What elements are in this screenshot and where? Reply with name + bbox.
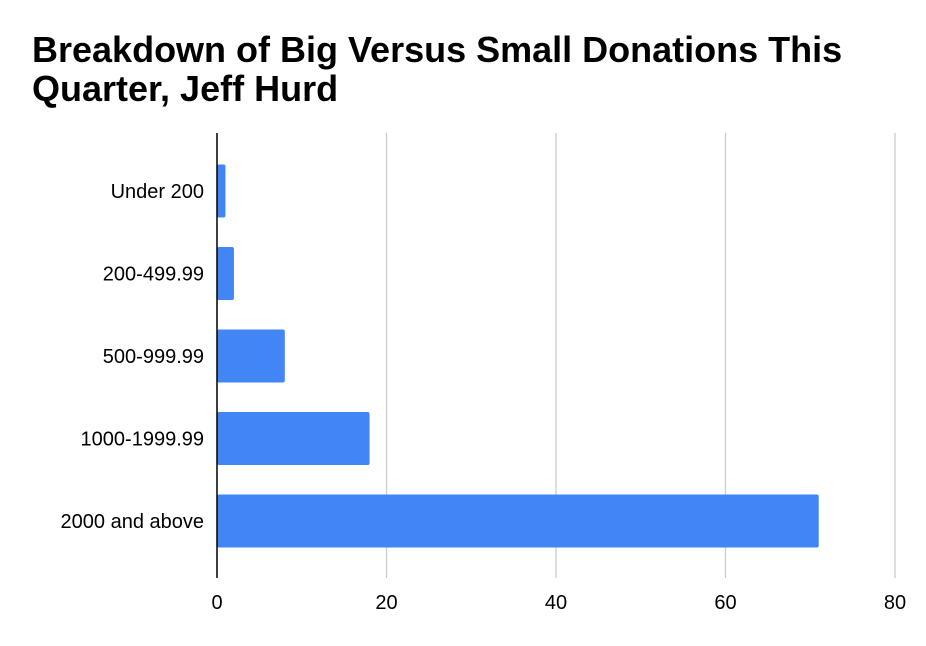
x-tick-label: 20 (375, 592, 397, 614)
category-label: 2000 and above (61, 511, 204, 533)
chart-title: Breakdown of Big Versus Small Donations … (32, 29, 843, 109)
bar (217, 247, 234, 300)
category-label: 1000-1999.99 (81, 429, 204, 451)
category-label: 500-999.99 (103, 346, 204, 368)
bar (217, 494, 819, 548)
x-tick-label: 80 (884, 592, 906, 614)
x-tick-label: 0 (211, 592, 222, 614)
category-label: Under 200 (111, 181, 204, 203)
category-label: 200-499.99 (103, 264, 204, 286)
bar (217, 412, 370, 465)
x-tick-label: 60 (714, 592, 736, 614)
bar (217, 329, 285, 383)
bar (217, 164, 226, 218)
bars (217, 164, 819, 548)
x-tick-labels: 0 20 40 60 80 (211, 592, 906, 614)
category-labels: Under 200 200-499.99 500-999.99 1000-1999.9… (61, 181, 204, 533)
x-tick-label: 40 (545, 592, 567, 614)
